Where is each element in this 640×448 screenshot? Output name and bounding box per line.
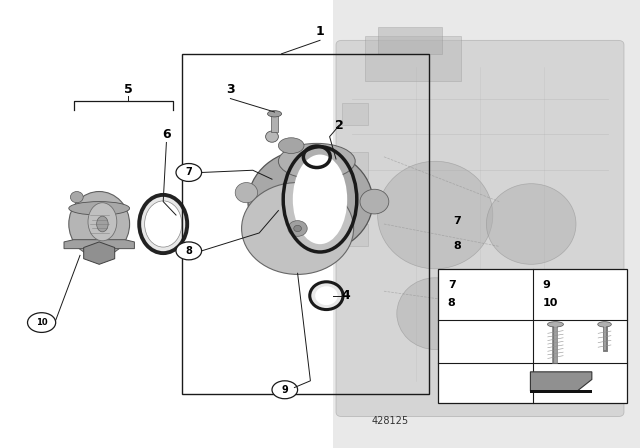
Text: 8: 8	[448, 298, 456, 308]
Bar	[438, 269, 627, 403]
Bar	[365, 36, 461, 81]
Polygon shape	[84, 242, 115, 264]
Text: 8: 8	[186, 246, 192, 256]
FancyBboxPatch shape	[336, 40, 624, 417]
Ellipse shape	[140, 195, 187, 253]
Ellipse shape	[294, 225, 301, 232]
Ellipse shape	[310, 282, 343, 310]
Ellipse shape	[397, 278, 474, 349]
Bar	[342, 103, 368, 125]
Text: 1: 1	[316, 25, 324, 38]
Circle shape	[176, 242, 202, 260]
Ellipse shape	[315, 286, 338, 305]
Polygon shape	[531, 372, 592, 391]
Ellipse shape	[88, 202, 117, 241]
Text: 3: 3	[226, 83, 235, 96]
Text: 7: 7	[448, 280, 456, 290]
Text: 7: 7	[454, 216, 461, 226]
Text: 4: 4	[341, 289, 350, 302]
Bar	[531, 390, 592, 393]
Circle shape	[28, 313, 56, 332]
Text: 9: 9	[542, 280, 550, 290]
Bar	[333, 0, 640, 448]
Text: 7: 7	[186, 168, 192, 177]
Ellipse shape	[278, 138, 304, 153]
Ellipse shape	[293, 155, 347, 244]
Polygon shape	[64, 240, 134, 249]
Ellipse shape	[288, 221, 307, 237]
Ellipse shape	[268, 111, 282, 117]
Ellipse shape	[69, 192, 129, 256]
Ellipse shape	[145, 201, 182, 247]
Ellipse shape	[69, 202, 129, 215]
Ellipse shape	[70, 191, 83, 202]
Text: 5: 5	[124, 83, 132, 96]
Ellipse shape	[97, 216, 108, 232]
Bar	[378, 27, 442, 54]
Ellipse shape	[360, 189, 388, 214]
Text: 6: 6	[162, 128, 171, 141]
Circle shape	[272, 381, 298, 399]
Text: 10: 10	[542, 298, 557, 308]
Ellipse shape	[547, 322, 563, 327]
Ellipse shape	[248, 149, 372, 254]
Text: 9: 9	[282, 385, 288, 395]
Bar	[342, 152, 368, 179]
Ellipse shape	[278, 143, 355, 179]
Ellipse shape	[598, 322, 611, 327]
Ellipse shape	[486, 184, 576, 264]
Text: 10: 10	[36, 318, 47, 327]
Ellipse shape	[236, 182, 258, 202]
Ellipse shape	[378, 161, 493, 269]
Text: 8: 8	[454, 241, 461, 251]
Text: 2: 2	[335, 119, 344, 132]
Ellipse shape	[266, 131, 278, 142]
Ellipse shape	[241, 183, 353, 274]
Text: 428125: 428125	[372, 416, 409, 426]
Circle shape	[176, 164, 202, 181]
Bar	[182, 54, 429, 394]
Bar	[271, 115, 278, 132]
Bar	[342, 224, 368, 246]
